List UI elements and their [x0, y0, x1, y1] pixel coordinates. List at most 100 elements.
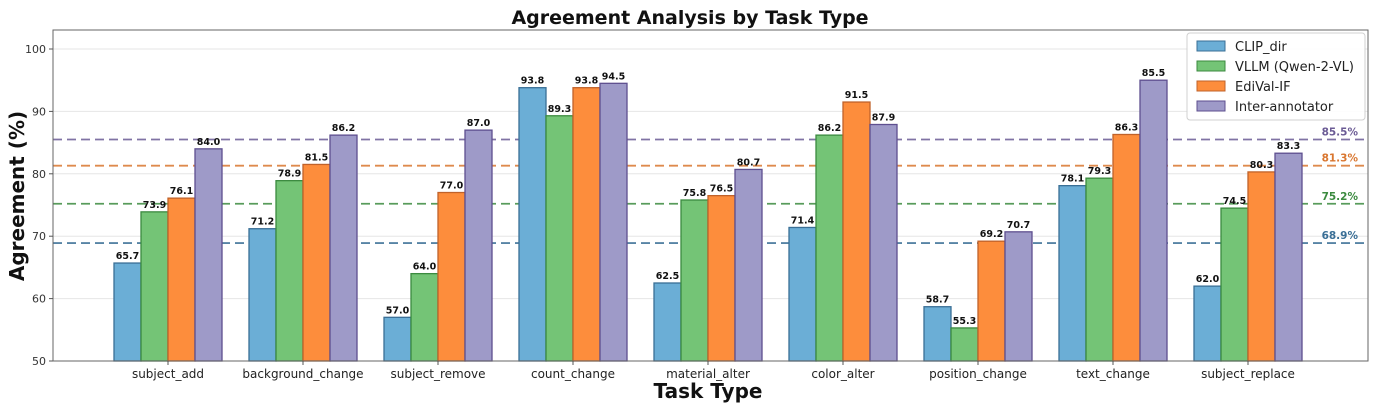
bar — [1193, 285, 1222, 362]
plot-frame — [52, 29, 1369, 362]
bar — [734, 168, 763, 362]
x-axis-label: Task Type — [654, 379, 763, 403]
bar-value-label: 71.2 — [251, 217, 274, 228]
bar — [1247, 171, 1276, 362]
bar — [923, 306, 952, 362]
reference-line-label: 81.3% — [1322, 153, 1359, 165]
bar — [518, 87, 547, 362]
bar-value-label: 70.7 — [1007, 220, 1030, 231]
bar-value-label: 78.1 — [1061, 174, 1084, 185]
bar — [1112, 133, 1141, 362]
bar — [248, 228, 277, 362]
bar-series — [113, 79, 1303, 362]
legend-swatch — [1196, 60, 1226, 72]
bar — [1220, 207, 1249, 362]
x-tick-label: position_change — [929, 367, 1027, 381]
x-tick-label: subject_replace — [1201, 367, 1295, 381]
bar-value-label: 62.5 — [656, 271, 679, 282]
bar-value-label: 58.7 — [926, 295, 949, 306]
bar-value-label: 80.3 — [1250, 160, 1273, 171]
bar — [275, 180, 304, 362]
bar — [1085, 177, 1114, 362]
bar-value-label: 93.8 — [521, 76, 545, 87]
bar — [545, 115, 574, 362]
bar-value-label: 76.5 — [710, 184, 733, 195]
bar — [1274, 152, 1303, 362]
bar-value-label: 75.8 — [683, 188, 707, 199]
legend-swatch — [1196, 100, 1226, 112]
bar-value-label: 91.5 — [845, 90, 868, 101]
reference-line-label: 68.9% — [1322, 230, 1359, 242]
y-tick-label: 90 — [32, 105, 46, 118]
bar-value-label: 62.0 — [1196, 274, 1220, 285]
bar — [437, 191, 466, 362]
bar — [653, 282, 682, 362]
bar — [140, 211, 169, 362]
value-labels: 65.7 73.9 76.1 84.0 71.2 78.9 81.5 86.2 57.0 64.0… — [116, 68, 1300, 327]
y-axis-label: Agreement (%) — [5, 111, 29, 281]
bar-value-label: 86.3 — [1115, 122, 1138, 133]
bar — [950, 327, 979, 362]
bar-value-label: 69.2 — [980, 229, 1003, 240]
x-tick-label: color_alter — [811, 367, 874, 381]
x-tick-label: text_change — [1076, 367, 1150, 381]
bar-value-label: 73.9 — [143, 200, 166, 211]
bar — [1004, 231, 1033, 362]
bar — [815, 134, 844, 362]
bar-value-label: 65.7 — [116, 251, 139, 262]
bar-value-label: 74.5 — [1223, 196, 1246, 207]
y-tick-label: 80 — [32, 168, 46, 181]
x-axis-ticks: subject_add background_change subject_remo… — [132, 361, 1295, 381]
bar — [977, 240, 1006, 362]
bar-value-label: 86.2 — [818, 123, 841, 134]
bar — [788, 226, 817, 362]
x-tick-label: subject_add — [132, 367, 204, 381]
bar-value-label: 87.0 — [467, 118, 491, 129]
x-tick-label: subject_remove — [390, 367, 485, 381]
bar — [410, 272, 439, 362]
y-tick-label: 60 — [32, 293, 46, 306]
bar — [167, 197, 196, 362]
bar-value-label: 80.7 — [737, 157, 760, 168]
x-tick-label: count_change — [531, 367, 615, 381]
legend-label: CLIP_dir — [1235, 40, 1287, 55]
bar — [599, 82, 628, 362]
bar — [1058, 185, 1087, 362]
legend-label: EdiVal-IF — [1235, 80, 1291, 95]
bar — [194, 148, 223, 362]
legend-swatch — [1196, 80, 1226, 92]
legend-swatch — [1196, 40, 1226, 52]
y-tick-label: 100 — [25, 43, 46, 56]
bar — [869, 123, 898, 362]
bar — [842, 101, 871, 362]
legend: CLIP_dir VLLM (Qwen-2-VL) EdiVal-IF Inter-a… — [1186, 32, 1366, 121]
x-tick-label: background_change — [242, 367, 363, 381]
reference-line-label: 85.5% — [1322, 126, 1359, 138]
bar-value-label: 94.5 — [602, 71, 625, 82]
bar — [464, 129, 493, 362]
bar-value-label: 78.9 — [278, 169, 301, 180]
reference-line-label: 75.2% — [1322, 191, 1359, 203]
bar-value-label: 71.4 — [791, 215, 815, 226]
bar — [113, 262, 142, 362]
bar-value-label: 84.0 — [197, 137, 221, 148]
y-tick-label: 70 — [32, 230, 46, 243]
bar — [707, 194, 736, 362]
bar-value-label: 93.8 — [575, 76, 599, 87]
bar-value-label: 87.9 — [872, 113, 895, 124]
y-axis-ticks: 50 60 70 80 90 100 — [25, 43, 53, 368]
bar — [329, 134, 358, 362]
bar-value-label: 83.3 — [1277, 141, 1300, 152]
legend-label: VLLM (Qwen-2-VL) — [1235, 60, 1354, 75]
bar-value-label: 79.3 — [1088, 166, 1111, 177]
chart-title: Agreement Analysis by Task Type — [511, 7, 868, 29]
bar — [1139, 79, 1168, 362]
bar — [302, 163, 331, 362]
bar-value-label: 85.5 — [1142, 68, 1165, 79]
x-tick-label: material_alter — [666, 367, 750, 381]
bar-value-label: 57.0 — [386, 305, 410, 316]
bar-value-label: 76.1 — [170, 186, 193, 197]
bar-value-label: 55.3 — [953, 316, 976, 327]
bar-value-label: 77.0 — [440, 181, 464, 192]
legend-label: Inter-annotator — [1235, 100, 1334, 115]
